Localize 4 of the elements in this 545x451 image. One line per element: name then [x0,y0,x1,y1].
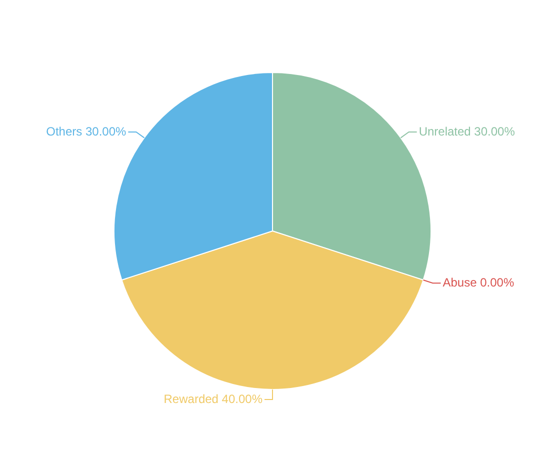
slice-label: Others 30.00% [46,124,127,138]
legend-label: Abuse 0.00% [442,275,514,290]
slice-label: Unrelated 30.00% [418,124,516,138]
slice-label: Rewarded 40.00% [164,392,263,406]
